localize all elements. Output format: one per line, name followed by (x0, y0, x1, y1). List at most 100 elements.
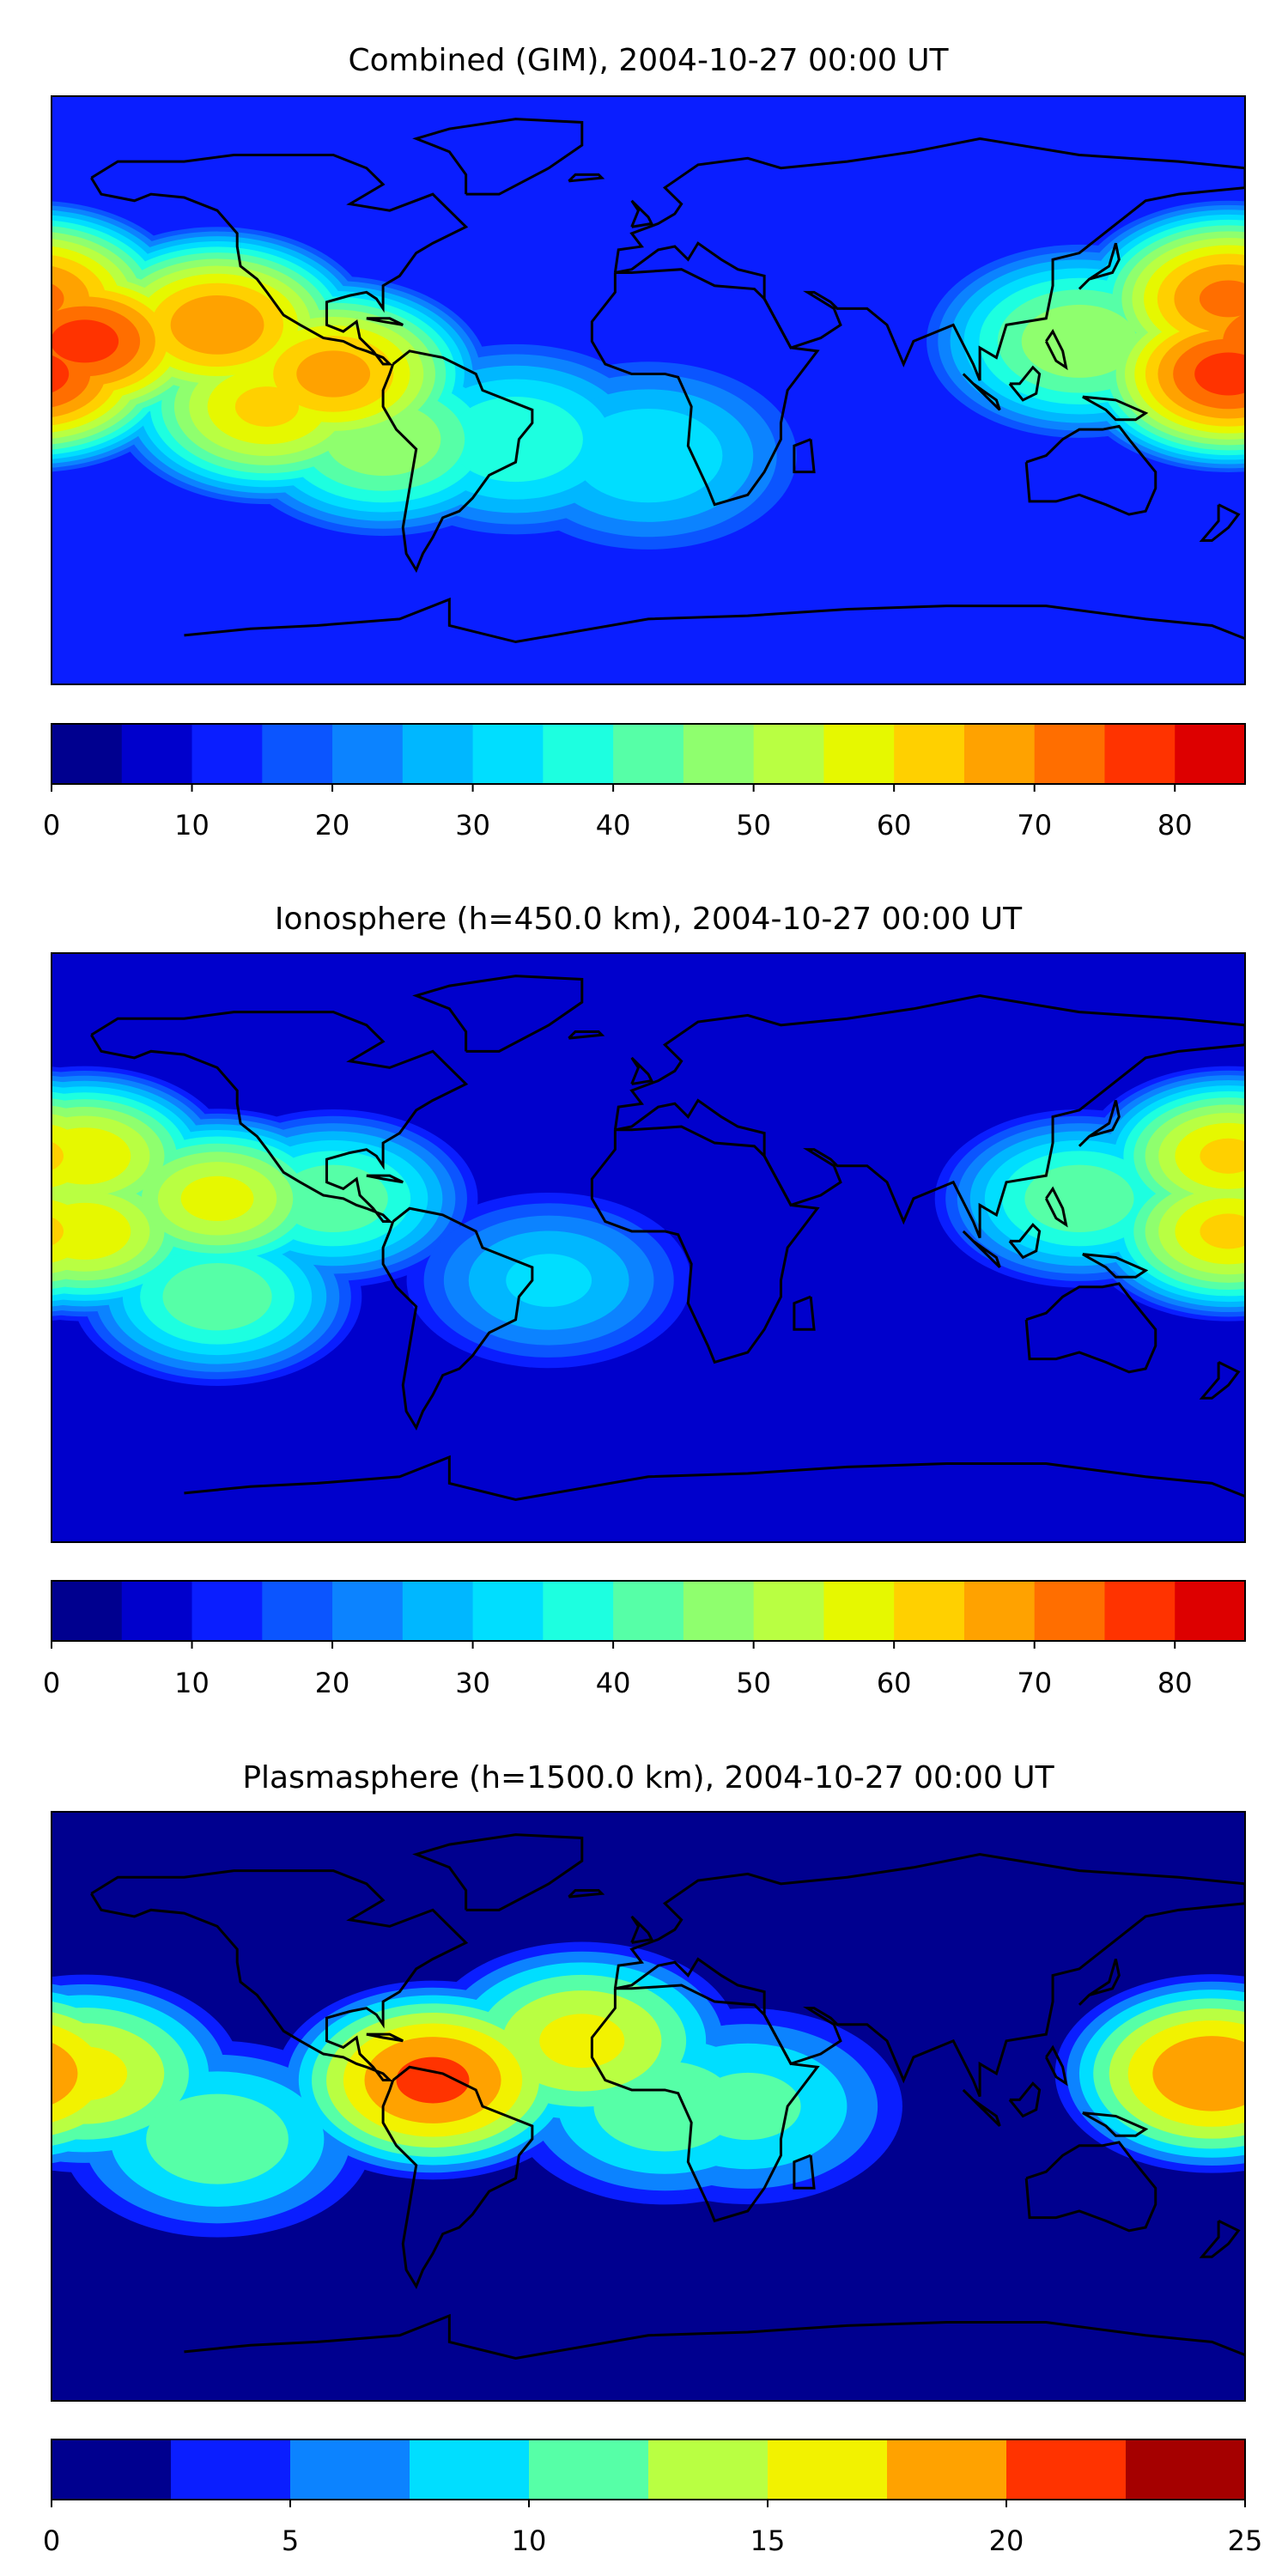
coastline (366, 317, 404, 326)
colorbar-segment (613, 1581, 684, 1641)
colorbar-segment (887, 2439, 1007, 2500)
colorbar-segment (332, 724, 404, 784)
coastline (366, 1174, 404, 1184)
colorbar-tick-label: 10 (174, 1667, 210, 1699)
colorbar-tick-label: 60 (877, 1667, 912, 1699)
coastline (613, 994, 1245, 1239)
contour-level-2-blob-6 (1278, 2055, 1288, 2223)
coastline (1024, 1282, 1157, 1374)
colorbar-segment (1034, 724, 1105, 784)
colorbar-tick-label: 70 (1017, 1667, 1052, 1699)
colorbar-tick-label: 0 (43, 2524, 60, 2557)
contour-level-4-blob-1 (1263, 232, 1288, 419)
colorbar-segment (648, 2439, 769, 2500)
map-area (52, 1812, 1288, 2401)
colorbar-tick-label: 40 (596, 809, 631, 841)
colorbar: 0 10 20 30 40 50 60 70 80 (43, 1580, 1246, 1699)
colorbar-segment (1175, 724, 1246, 784)
coastline (381, 349, 534, 574)
colorbar-tick-label: 50 (736, 1667, 771, 1699)
contour-level-8-blob-4 (162, 1262, 272, 1331)
contour-level-4-blob-3 (695, 2072, 801, 2141)
colorbar-tick-label: 20 (315, 1667, 350, 1699)
coastline (630, 199, 654, 228)
contour-level-1-blob-6 (1255, 2041, 1288, 2238)
colorbar-segment (529, 2439, 649, 2500)
coastlines (90, 118, 1245, 644)
contour-level-5-blob-1 (1271, 236, 1288, 413)
panel-combined: Combined (GIM), 2004-10-27 00:00 UT 0 10 2… (0, 43, 1288, 841)
colorbar-segment (1104, 724, 1176, 784)
coastline (1044, 2044, 1068, 2087)
colorbar-segment (410, 2439, 530, 2500)
coastline (962, 1230, 1001, 1268)
colorbar-segment (613, 724, 684, 784)
coastline (613, 137, 1245, 381)
colorbar-tick-label: 0 (43, 1667, 60, 1699)
coastline (1078, 1100, 1121, 1147)
coastline (1008, 1223, 1042, 1260)
coastline (1024, 424, 1157, 516)
contour-level-6-blob-1 (539, 2014, 625, 2069)
colorbar-segment (402, 1581, 474, 1641)
contour-level-12-blob-7 (1200, 1213, 1245, 1249)
contour-level-6-blob-6 (574, 408, 723, 503)
map-area (0, 96, 1288, 684)
colorbar-segment (753, 1581, 824, 1641)
coastline (1199, 2220, 1241, 2258)
colorbar-segment (1034, 1581, 1105, 1641)
coastline (1008, 2081, 1042, 2118)
colorbar-tick-label: 0 (43, 809, 60, 841)
colorbar-segment (121, 1581, 193, 1641)
coastline (590, 1984, 820, 2223)
coastline (962, 373, 1001, 411)
colorbar-segment (472, 1581, 544, 1641)
colorbar-tick-label: 60 (877, 809, 912, 841)
colorbar-tick-label: 80 (1157, 1667, 1193, 1699)
coastline (613, 1853, 1245, 2098)
coastline (184, 597, 1245, 644)
coastline (184, 2313, 1245, 2360)
colorbar-tick-label: 10 (512, 2524, 547, 2557)
contour-level-3-blob-2 (1273, 1114, 1288, 1284)
coastline (412, 1833, 584, 1911)
colorbar-segment (823, 1581, 895, 1641)
coastlines (90, 975, 1245, 1501)
colorbar-segment (52, 2439, 172, 2500)
colorbar-frame (51, 1580, 1246, 1642)
coastlines (90, 1833, 1245, 2360)
colorbar-segment (472, 724, 544, 784)
colorbar-segment (262, 724, 333, 784)
coastline (568, 1030, 605, 1040)
coastline (1044, 1186, 1068, 1228)
contour-level-12-blob-6 (1200, 1138, 1245, 1174)
contour-level-4-blob-6 (146, 2093, 289, 2184)
map-frame (51, 95, 1246, 685)
coastline (381, 1206, 534, 1431)
coastline (793, 2154, 816, 2190)
contour-level-6-blob-5 (506, 1254, 592, 1307)
colorbar-segment (1175, 1581, 1246, 1641)
colorbar-segment (1104, 1581, 1176, 1641)
colorbar-frame (51, 2439, 1246, 2500)
coastline (412, 975, 584, 1053)
colorbar-segment (894, 724, 965, 784)
contour-level-2-blob-4 (1267, 1207, 1288, 1386)
map-frame (51, 952, 1246, 1543)
tec-field (0, 96, 1288, 684)
colorbar-segment (1126, 2439, 1246, 2500)
colorbar-segment (1006, 2439, 1127, 2500)
contour-level-3-blob-8 (0, 1116, 20, 1281)
contour-level-14-blob-7 (1199, 280, 1245, 318)
coastline (1199, 1361, 1241, 1400)
coastline (568, 1888, 605, 1899)
colorbar-segment (332, 1581, 404, 1641)
colorbar-tick-label: 80 (1157, 809, 1193, 841)
contour-level-3-blob-9 (0, 245, 39, 438)
coastline (90, 1011, 469, 1224)
colorbar-segment (683, 1581, 755, 1641)
contour-level-4-blob-2 (593, 2061, 737, 2152)
contour-level-8-blob-8 (1024, 1164, 1134, 1233)
contour-level-7-blob-5 (448, 397, 583, 483)
colorbar-tick-label: 50 (736, 809, 771, 841)
